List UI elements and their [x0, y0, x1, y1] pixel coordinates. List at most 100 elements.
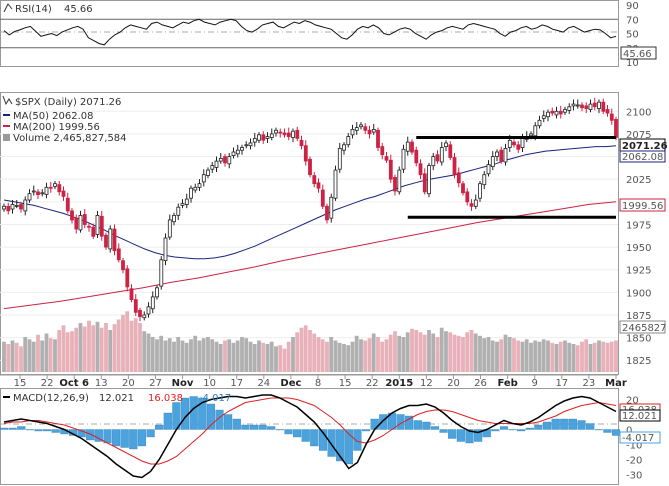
candle-body: [235, 149, 240, 155]
candle-body: [44, 186, 49, 195]
macd-histogram-bar: [163, 412, 172, 430]
volume-bar: [529, 342, 533, 372]
volume-bar: [469, 330, 474, 372]
candle-body: [495, 151, 499, 157]
macd-histogram-bar: [422, 421, 431, 430]
volume-bar: [116, 319, 121, 372]
volume-bar: [2, 341, 6, 372]
macd-histogram-bar: [232, 418, 241, 430]
candle-body: [36, 191, 40, 195]
candle-body: [265, 136, 270, 139]
volume-bar: [337, 342, 342, 372]
macd-histogram-bar: [155, 424, 164, 430]
volume-bar: [240, 337, 244, 372]
volume-bar: [78, 323, 83, 372]
volume-bar: [133, 318, 138, 372]
volume-bar: [422, 334, 427, 372]
volume-bar: [541, 339, 546, 372]
macd-histogram-bar: [215, 409, 224, 430]
candle-body: [465, 191, 470, 203]
volume-bar: [206, 337, 210, 372]
macd-histogram-bar: [379, 414, 388, 430]
candle-body: [57, 184, 62, 193]
macd-panel: 20100-10-20-30 MACD(12,26,9) 12.021 16.0…: [0, 388, 661, 485]
macd-histogram-bar: [284, 429, 293, 435]
candle-body: [444, 142, 448, 147]
macd-legend-text: MACD(12,26,9): [13, 393, 89, 404]
macd-legend-signal-value: 16.038: [148, 393, 183, 404]
macd-histogram-bar: [353, 429, 362, 451]
candle-body: [499, 149, 504, 162]
candle-body: [261, 134, 266, 141]
volume-bar: [439, 327, 444, 372]
volume-bar: [184, 342, 189, 372]
volume-bar: [295, 332, 300, 372]
volume-bar: [312, 333, 317, 372]
volume-bar: [431, 333, 436, 372]
volume-bar: [597, 340, 601, 372]
macd-histogram-bar: [112, 429, 121, 447]
volume-bar: [299, 327, 304, 372]
macd-histogram-bar: [137, 429, 146, 447]
hist-tag-box: [619, 431, 661, 444]
candle-body: [588, 103, 593, 110]
macd-histogram-bar: [327, 429, 336, 457]
price-tick-label: 1950: [626, 243, 651, 254]
volume-bar: [592, 342, 597, 372]
date-tick-label: 9: [532, 378, 538, 389]
candle-body: [486, 164, 491, 175]
candle-body: [592, 102, 597, 108]
candle-body: [380, 146, 385, 156]
candle-body: [363, 126, 368, 131]
candle-body: [533, 125, 538, 137]
candle-body: [452, 157, 457, 176]
candle-body: [431, 156, 436, 167]
candle-body: [329, 196, 334, 219]
rsi-value-tag-text: 45.66: [623, 49, 652, 60]
candle-body: [346, 136, 351, 146]
candle-body: [312, 175, 317, 185]
candle-body: [112, 228, 117, 252]
date-tick-label: 12: [420, 378, 433, 389]
volume-bar: [257, 340, 261, 372]
candle-body: [461, 183, 465, 194]
candle-body: [116, 248, 121, 261]
macd-histogram-bar: [344, 429, 353, 465]
candle-body: [48, 186, 53, 189]
macd-tick-label: 0: [626, 426, 632, 437]
candle-body: [614, 119, 618, 138]
date-tick-label: 2015: [385, 378, 413, 389]
candle-body: [269, 133, 274, 138]
candle-body: [82, 214, 87, 225]
volume-legend-swatch: [3, 134, 10, 141]
volume-bar: [359, 339, 363, 372]
volume-bar: [478, 335, 482, 372]
volume-bar: [333, 340, 338, 372]
macd-histogram-bar: [318, 429, 328, 451]
volume-bar: [567, 342, 572, 372]
candle-body: [240, 147, 244, 151]
candle-body: [448, 144, 453, 158]
volume-bar: [235, 340, 240, 372]
volume-bar: [70, 331, 74, 372]
volume-bar: [214, 341, 219, 372]
volume-bar: [316, 337, 321, 372]
candle-body: [10, 204, 15, 210]
candle-body: [503, 147, 508, 163]
macd-histogram-bar: [439, 429, 448, 433]
candle-body: [354, 127, 359, 131]
macd-histogram-bar: [8, 427, 17, 430]
volume-bar: [367, 338, 372, 372]
volume-bar: [435, 337, 440, 372]
candle-body: [180, 203, 185, 206]
volume-bar: [329, 337, 334, 372]
macd-histogram-bar: [448, 429, 457, 439]
macd-histogram-bar: [17, 426, 26, 430]
macd-legend-macd-value: 12.021: [99, 393, 134, 404]
date-tick-label: 26: [474, 378, 487, 389]
volume-bar: [87, 320, 91, 372]
volume-bar: [614, 340, 618, 372]
volume-bar: [401, 337, 406, 372]
date-tick-label: 27: [149, 378, 162, 389]
candle-body: [125, 268, 130, 288]
